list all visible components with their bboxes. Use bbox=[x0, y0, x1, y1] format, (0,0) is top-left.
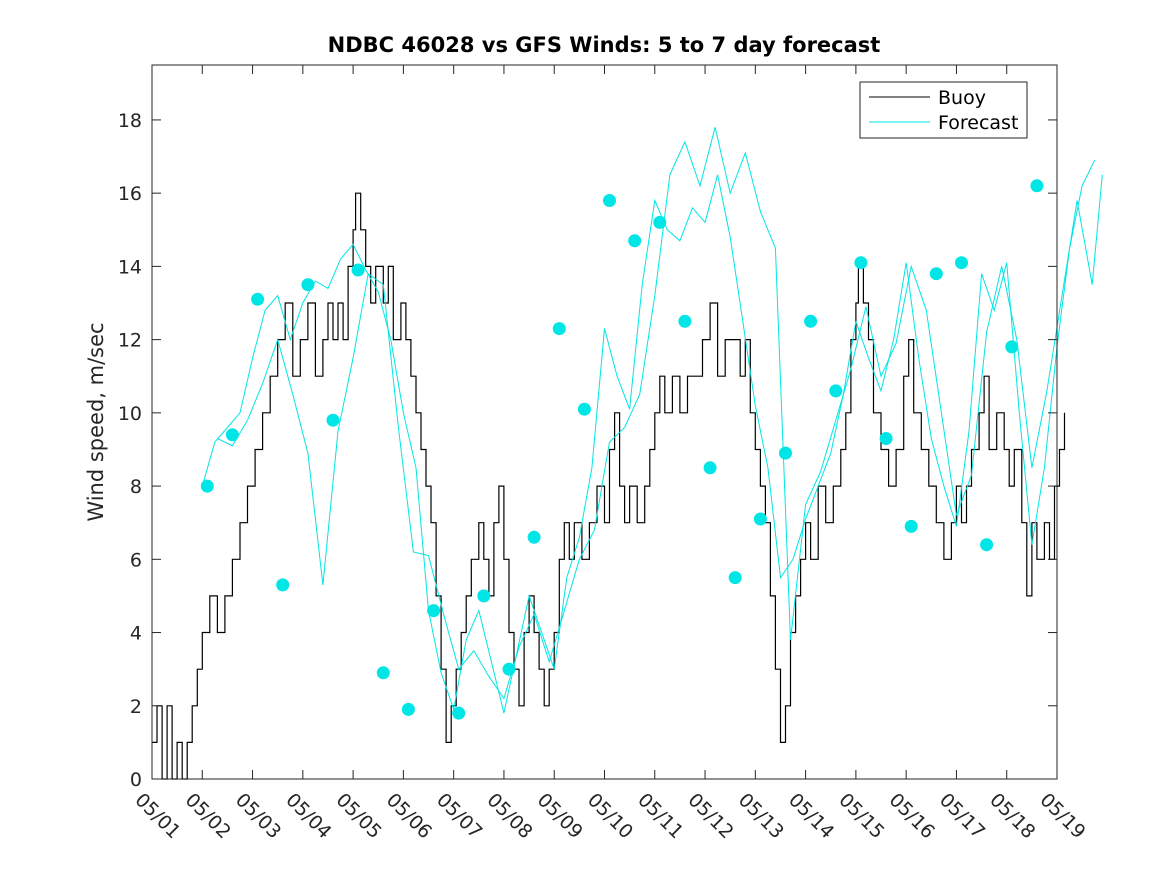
forecast-marker-28 bbox=[904, 519, 918, 533]
forecast-marker-8 bbox=[401, 702, 415, 716]
forecast-marker-21 bbox=[728, 571, 742, 585]
forecast-marker-24 bbox=[804, 314, 818, 328]
forecast-marker-2 bbox=[251, 292, 265, 306]
forecast-marker-14 bbox=[552, 322, 566, 336]
forecast-marker-12 bbox=[502, 662, 516, 676]
forecast-marker-17 bbox=[628, 234, 642, 248]
legend-forecast-label: Forecast bbox=[938, 112, 1018, 134]
forecast-marker-26 bbox=[854, 256, 868, 270]
y-tick-label-0: 0 bbox=[130, 769, 142, 791]
plot-area bbox=[152, 65, 1057, 779]
forecast-marker-31 bbox=[980, 538, 994, 552]
forecast-marker-13 bbox=[527, 530, 541, 544]
y-tick-label-2: 4 bbox=[130, 623, 142, 645]
forecast-marker-16 bbox=[603, 194, 616, 207]
forecast-marker-27 bbox=[879, 432, 893, 445]
forecast-marker-15 bbox=[577, 402, 591, 416]
forecast-marker-29 bbox=[929, 267, 943, 281]
forecast-marker-25 bbox=[829, 384, 843, 398]
legend-box bbox=[859, 81, 1028, 139]
forecast-marker-18 bbox=[653, 215, 667, 229]
marker-layer bbox=[200, 179, 1044, 720]
forecast-marker-4 bbox=[301, 278, 315, 292]
y-tick-label-6: 12 bbox=[118, 330, 142, 352]
forecast-marker-3 bbox=[276, 578, 290, 592]
y-tick-label-9: 18 bbox=[118, 110, 142, 132]
forecast-marker-32 bbox=[1005, 340, 1019, 354]
forecast-marker-23 bbox=[779, 446, 792, 460]
forecast-marker-30 bbox=[955, 256, 968, 270]
forecast-marker-11 bbox=[477, 589, 491, 603]
series-line-forecast-1 bbox=[201, 159, 1096, 714]
legend: Buoy Forecast bbox=[859, 81, 1028, 139]
forecast-marker-22 bbox=[753, 512, 767, 526]
forecast-marker-7 bbox=[376, 666, 390, 680]
forecast-marker-10 bbox=[452, 706, 466, 720]
y-tick-label-3: 6 bbox=[130, 549, 142, 571]
forecast-marker-6 bbox=[351, 263, 365, 277]
y-tick-label-8: 16 bbox=[118, 183, 142, 205]
y-axis-label: Wind speed, m/sec bbox=[84, 322, 108, 521]
series-line-forecast-2 bbox=[217, 127, 1103, 700]
y-tick-label-7: 14 bbox=[118, 256, 142, 278]
forecast-marker-1 bbox=[225, 428, 239, 442]
forecast-marker-5 bbox=[326, 413, 340, 427]
series-layer bbox=[152, 127, 1103, 780]
forecast-marker-19 bbox=[678, 314, 692, 328]
forecast-marker-9 bbox=[427, 604, 441, 618]
legend-buoy-label: Buoy bbox=[938, 87, 986, 109]
y-tick-label-1: 2 bbox=[130, 696, 142, 718]
y-tick-label-5: 10 bbox=[118, 403, 142, 425]
y-tick-label-4: 8 bbox=[130, 476, 142, 498]
forecast-marker-20 bbox=[703, 461, 717, 475]
chart-title: NDBC 46028 vs GFS Winds: 5 to 7 day fore… bbox=[328, 33, 881, 57]
series-line-buoy-0 bbox=[152, 192, 1066, 780]
forecast-marker-33 bbox=[1030, 179, 1044, 193]
forecast-marker-0 bbox=[200, 479, 214, 493]
